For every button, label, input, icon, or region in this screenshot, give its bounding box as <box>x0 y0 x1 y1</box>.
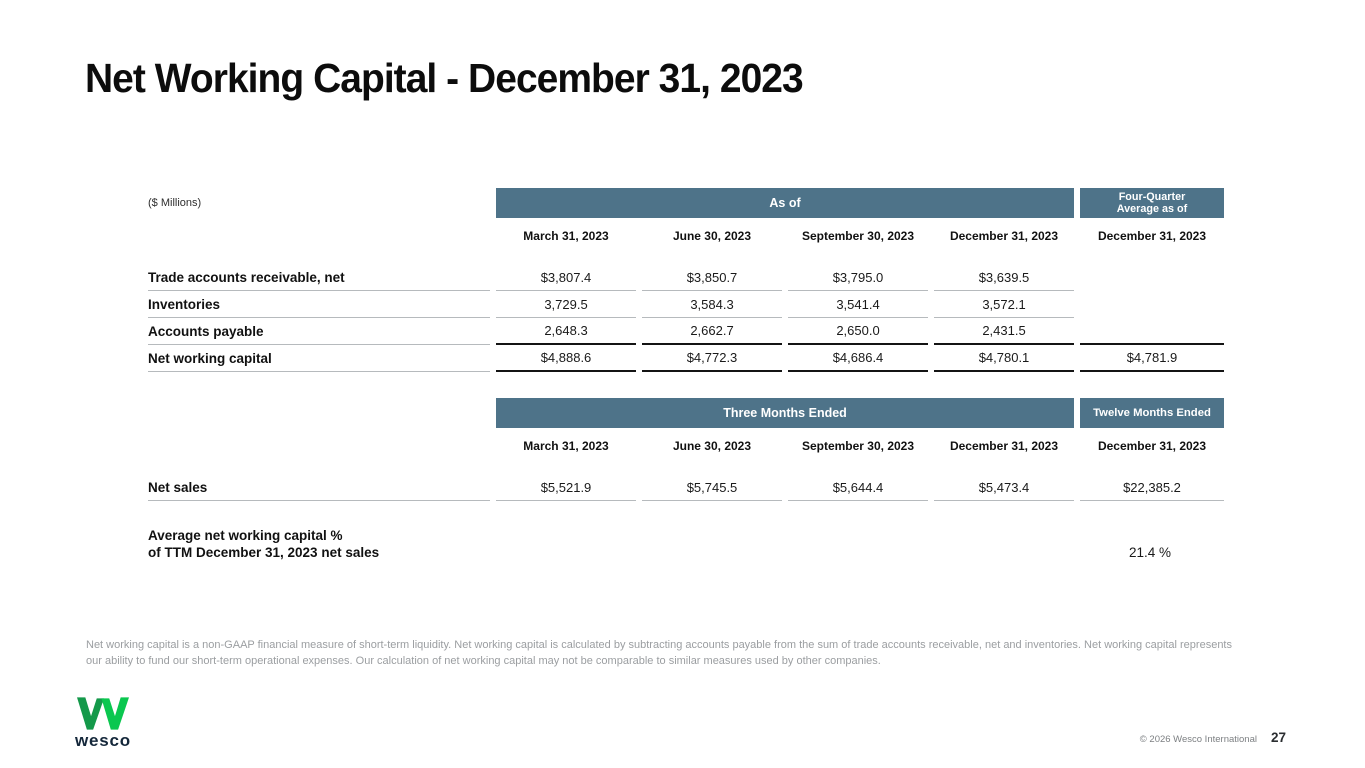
spacer-cell <box>148 428 490 464</box>
table-row: Inventories 3,729.5 3,584.3 3,541.4 3,57… <box>148 291 1224 318</box>
column-header-avg: December 31, 2023 <box>1097 229 1207 243</box>
page-title: Net Working Capital - December 31, 2023 <box>85 55 804 101</box>
spacer-cell <box>148 398 490 428</box>
table1-group-header-as-of: As of <box>496 188 1074 218</box>
table1-column-headers: March 31, 2023 June 30, 2023 September 3… <box>148 218 1224 254</box>
summary-label-line1: Average net working capital % <box>148 528 343 543</box>
table-row: Accounts payable 2,648.3 2,662.7 2,650.0… <box>148 318 1224 345</box>
table-cell: $5,745.5 <box>642 474 782 501</box>
four-quarter-line2: Average as of <box>1116 203 1188 215</box>
summary-label: Average net working capital % of TTM Dec… <box>148 527 379 561</box>
spacer-cell <box>148 218 490 254</box>
table-row-total: Net working capital $4,888.6 $4,772.3 $4… <box>148 345 1224 372</box>
column-header: December 31, 2023 <box>949 229 1059 243</box>
table-cell: $4,772.3 <box>642 345 782 372</box>
table-cell: 3,572.1 <box>934 291 1074 318</box>
table-cell: $22,385.2 <box>1080 474 1224 501</box>
table-cell <box>1080 264 1224 291</box>
row-label: Net sales <box>148 474 490 501</box>
table-row: Net sales $5,521.9 $5,745.5 $5,644.4 $5,… <box>148 474 1224 501</box>
row-label: Accounts payable <box>148 318 490 345</box>
table-cell: $3,850.7 <box>642 264 782 291</box>
page-number: 27 <box>1270 730 1286 745</box>
footnote: Net working capital is a non-GAAP financ… <box>86 639 1232 667</box>
table2-group-header-three-months: Three Months Ended <box>496 398 1074 428</box>
table-cell: 3,541.4 <box>788 291 928 318</box>
table2-group-header-row: Three Months Ended Twelve Months Ended <box>148 398 1224 428</box>
slide-footer: © 2026 Wesco International 27 <box>1140 730 1286 745</box>
table2-column-headers: March 31, 2023 June 30, 2023 September 3… <box>148 428 1224 464</box>
table-cell: 3,729.5 <box>496 291 636 318</box>
table1-group-header-row: ($ Millions) As of Four-Quarter Average … <box>148 188 1224 218</box>
copyright-text: © 2026 Wesco International <box>1139 734 1257 745</box>
table-cell: 2,431.5 <box>934 318 1074 345</box>
table-row: Trade accounts receivable, net $3,807.4 … <box>148 264 1224 291</box>
table-cell: $4,780.1 <box>934 345 1074 372</box>
wesco-wordmark: wesco <box>75 731 131 750</box>
column-header: September 30, 2023 <box>801 229 915 243</box>
table-cell: $3,807.4 <box>496 264 636 291</box>
column-header: September 30, 2023 <box>801 439 915 453</box>
net-working-capital-table: ($ Millions) As of Four-Quarter Average … <box>148 188 1224 372</box>
column-header-ttm: December 31, 2023 <box>1097 439 1207 453</box>
wesco-logo: wesco <box>75 697 135 751</box>
table-cell: $4,686.4 <box>788 345 928 372</box>
table-cell <box>1080 291 1224 318</box>
column-header: March 31, 2023 <box>523 229 609 243</box>
summary-value: 21.4 % <box>1128 545 1172 560</box>
column-header: December 31, 2023 <box>949 439 1059 453</box>
summary-label-line2: of TTM December 31, 2023 net sales <box>148 545 380 560</box>
table1-group-header-four-quarter: Four-Quarter Average as of <box>1080 188 1224 218</box>
table-cell: 2,648.3 <box>496 318 636 345</box>
table-cell: $5,521.9 <box>496 474 636 501</box>
table-cell: 2,662.7 <box>642 318 782 345</box>
table-cell: $4,888.6 <box>496 345 636 372</box>
column-header: June 30, 2023 <box>672 229 752 243</box>
row-label: Trade accounts receivable, net <box>148 264 490 291</box>
row-label: Net working capital <box>148 345 490 372</box>
net-sales-table: Three Months Ended Twelve Months Ended M… <box>148 398 1224 501</box>
table-cell: $3,795.0 <box>788 264 928 291</box>
four-quarter-line1: Four-Quarter <box>1118 190 1186 203</box>
units-label: ($ Millions) <box>148 197 202 209</box>
table-cell: $4,781.9 <box>1080 345 1224 372</box>
column-header: March 31, 2023 <box>523 439 609 453</box>
column-header: June 30, 2023 <box>672 439 752 453</box>
wesco-w-icon <box>77 697 129 730</box>
table-cell: $5,473.4 <box>934 474 1074 501</box>
row-label: Inventories <box>148 291 490 318</box>
table-cell: 2,650.0 <box>788 318 928 345</box>
table-cell <box>1080 318 1224 345</box>
table-cell: 3,584.3 <box>642 291 782 318</box>
table2-group-header-twelve-months: Twelve Months Ended <box>1080 398 1224 428</box>
table-cell: $5,644.4 <box>788 474 928 501</box>
table-cell: $3,639.5 <box>934 264 1074 291</box>
